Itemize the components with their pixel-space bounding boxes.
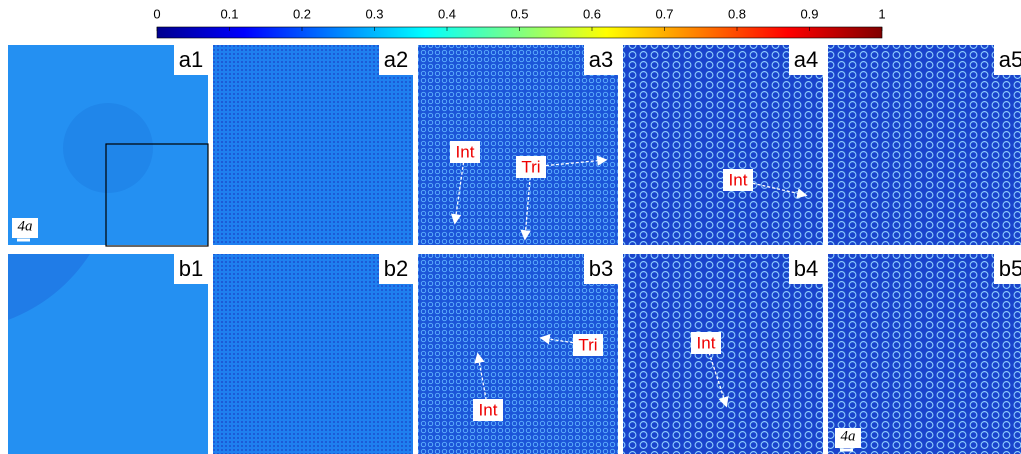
scale-label: 4a [841, 428, 856, 444]
nucleus [63, 103, 153, 193]
annotation: Int [456, 142, 475, 161]
panel-label: b5 [999, 256, 1021, 281]
panel-label: a3 [589, 47, 613, 72]
colorbar-tick-label: 0.2 [293, 6, 311, 21]
panel-label: b1 [179, 256, 203, 281]
panel-label: a4 [794, 47, 818, 72]
colorbar-tick-label: 0.7 [655, 6, 673, 21]
annotation: Tri [578, 335, 597, 354]
colorbar-tick-label: 0.4 [438, 6, 456, 21]
panel-label: b3 [589, 256, 613, 281]
annotation: Int [479, 400, 498, 419]
colorbar-tick-label: 0.9 [800, 6, 818, 21]
panel-image [828, 254, 1021, 454]
colorbar-tick-label: 0 [153, 6, 160, 21]
panel-label: a5 [999, 47, 1021, 72]
panel-label: b4 [794, 256, 818, 281]
colorbar-tick-label: 0.8 [728, 6, 746, 21]
scale-label: 4a [18, 218, 33, 234]
panel-label: a2 [384, 47, 408, 72]
annotation: Tri [521, 157, 540, 176]
annotation: Int [729, 170, 748, 189]
panel-label: a1 [179, 47, 203, 72]
figure: 0 0.1 0.2 0.3 0.4 0.5 0.6 0.7 0.8 0.9 1 a1 4a a2 a3 Int… [0, 0, 1021, 454]
colorbar-tick-label: 0.5 [510, 6, 528, 21]
panel-label: b2 [384, 256, 408, 281]
panel-image [828, 45, 1021, 245]
colorbar-tick-label: 0.1 [220, 6, 238, 21]
annotation: Int [697, 333, 716, 352]
colorbar-tick-label: 0.3 [365, 6, 383, 21]
colorbar-tick-label: 1 [878, 6, 885, 21]
colorbar-tick-label: 0.6 [583, 6, 601, 21]
